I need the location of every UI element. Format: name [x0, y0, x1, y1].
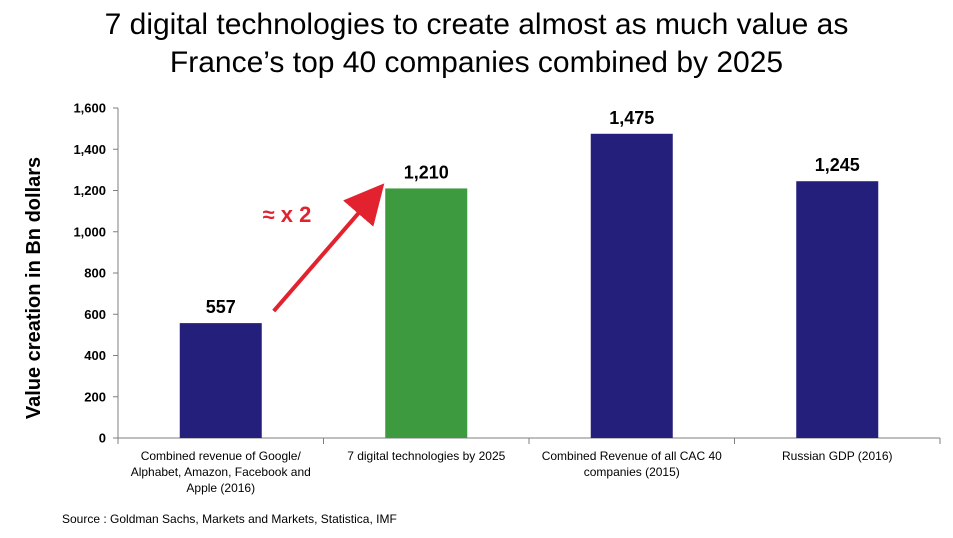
title-line-2: France’s top 40 companies combined by 20… [169, 46, 784, 79]
data-label: 1,475 [609, 108, 654, 128]
y-tick-label: 1,600 [73, 101, 106, 116]
y-tick-label: 800 [84, 266, 106, 281]
y-tick-label: 1,200 [73, 183, 106, 198]
y-tick-label: 600 [84, 307, 106, 322]
y-tick-label: 200 [84, 389, 106, 404]
category-label: Alphabet, Amazon, Facebook and [131, 465, 311, 479]
category-label: companies (2015) [584, 465, 680, 479]
y-tick-label: 1,400 [73, 142, 106, 157]
category-label: 7 digital technologies by 2025 [347, 449, 505, 463]
data-label: 1,210 [404, 162, 449, 182]
growth-arrow [272, 183, 385, 313]
category-label: Combined revenue of Google/ [141, 449, 302, 463]
bar [179, 323, 262, 438]
y-axis-title: Value creation in Bn dollars [23, 157, 45, 419]
bar [590, 133, 673, 438]
chart-title: 7 digital technologies to create almost … [0, 6, 953, 82]
category-label: Apple (2016) [186, 481, 255, 495]
category-label: Russian GDP (2016) [782, 449, 893, 463]
bar [385, 188, 468, 438]
category-label: Combined Revenue of all CAC 40 [542, 449, 722, 463]
title-line-1: 7 digital technologies to create almost … [104, 8, 849, 41]
y-tick-label: 400 [84, 348, 106, 363]
growth-annotation: ≈ x 2 [263, 202, 312, 227]
bar [796, 181, 879, 438]
y-tick-label: 0 [99, 431, 106, 446]
data-label: 1,245 [815, 155, 860, 175]
source-note: Source : Goldman Sachs, Markets and Mark… [62, 512, 397, 526]
y-tick-label: 1,000 [73, 224, 106, 239]
data-label: 557 [206, 297, 236, 317]
